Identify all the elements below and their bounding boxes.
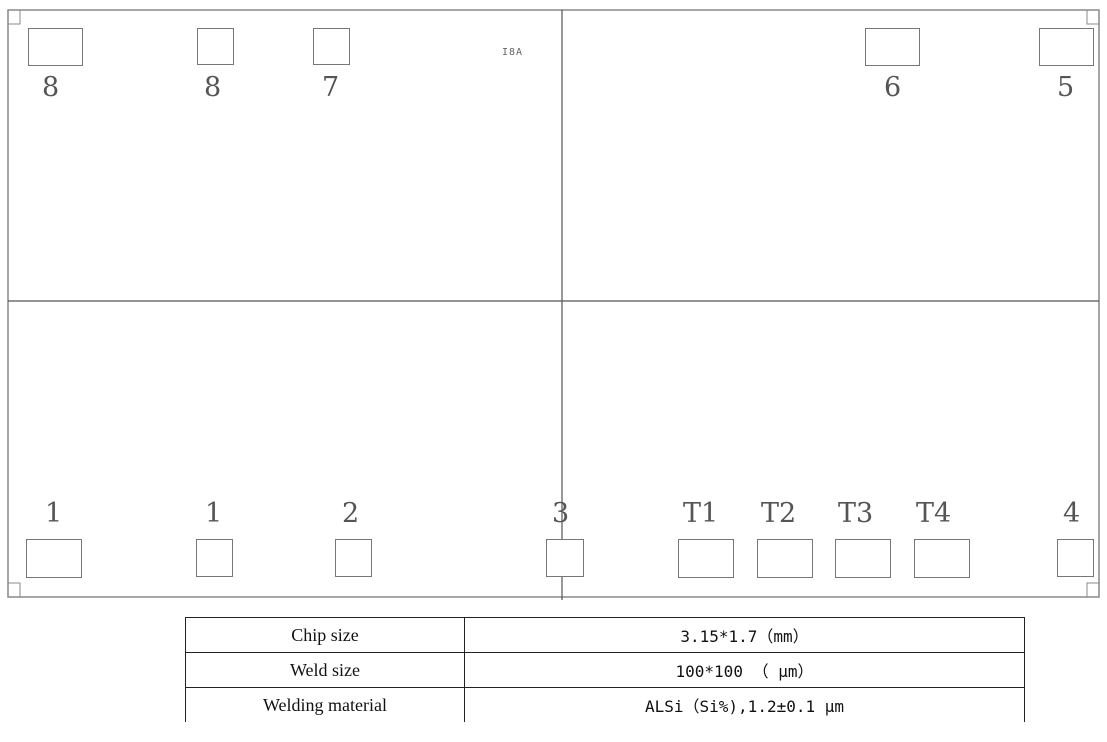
pad-label-t2: T2 <box>761 498 797 529</box>
corner-marker-top-right <box>1086 10 1099 25</box>
spec-label: Welding material <box>185 687 465 722</box>
pad-label-1a: 1 <box>45 498 63 529</box>
pad-label-7: 7 <box>322 72 340 103</box>
pad-label-2: 2 <box>342 498 360 529</box>
bond-pad-1b <box>196 539 233 577</box>
bond-pad-3 <box>546 539 584 577</box>
corner-marker-top-left <box>8 10 21 25</box>
bond-pad-t3 <box>835 539 891 578</box>
bond-pad-4 <box>1057 539 1094 577</box>
pad-label-6: 6 <box>884 72 902 103</box>
chip-layout-diagram <box>7 9 1100 600</box>
bond-pad-7 <box>313 28 350 65</box>
bond-pad-6 <box>865 28 920 66</box>
pad-label-t1: T1 <box>683 498 719 529</box>
spec-value: 3.15*1.7（mm） <box>464 617 1025 653</box>
bond-pad-t1 <box>678 539 734 578</box>
bond-pad-t2 <box>757 539 813 578</box>
pad-label-t3: T3 <box>838 498 874 529</box>
pad-label-8a: 8 <box>42 72 60 103</box>
die-mark-text: I8A <box>502 47 524 58</box>
corner-marker-bottom-left <box>8 582 21 597</box>
bond-pad-8b <box>197 28 234 65</box>
bond-pad-5 <box>1039 28 1094 66</box>
pad-label-3: 3 <box>552 498 570 529</box>
chip-spec-table: Chip size 3.15*1.7（mm） Weld size 100*100… <box>185 617 1025 722</box>
spec-value: 100*100 （ μm） <box>464 652 1025 688</box>
pad-label-1b: 1 <box>205 498 223 529</box>
die-outline <box>7 9 1100 598</box>
corner-marker-bottom-right <box>1086 582 1099 597</box>
spec-label: Chip size <box>185 617 465 653</box>
table-row: Welding material ALSi（Si%),1.2±0.1 μm <box>185 687 1025 722</box>
bond-pad-t4 <box>914 539 970 578</box>
spec-value: ALSi（Si%),1.2±0.1 μm <box>464 687 1025 722</box>
pad-label-t4: T4 <box>916 498 952 529</box>
pad-label-5: 5 <box>1057 72 1075 103</box>
spec-label: Weld size <box>185 652 465 688</box>
bond-pad-1a <box>26 539 82 578</box>
bond-pad-8a <box>28 28 83 66</box>
pad-label-4: 4 <box>1063 498 1081 529</box>
table-row: Weld size 100*100 （ μm） <box>185 652 1025 688</box>
table-row: Chip size 3.15*1.7（mm） <box>185 617 1025 653</box>
bond-pad-2 <box>335 539 372 577</box>
pad-label-8b: 8 <box>204 72 222 103</box>
